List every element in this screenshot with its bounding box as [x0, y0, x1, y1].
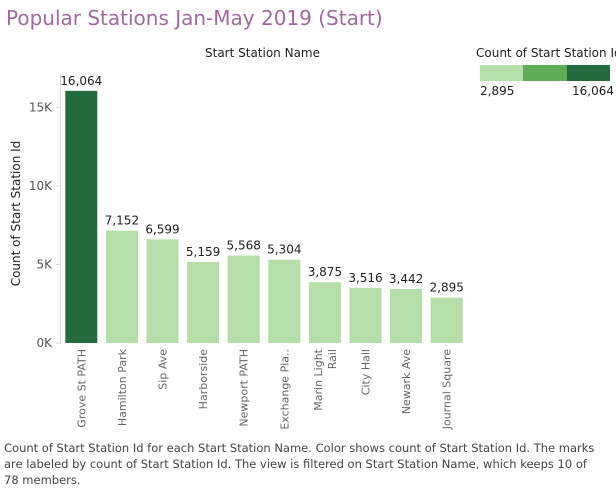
- legend-min-label: 2,895: [480, 84, 515, 98]
- bar-chart: Count of Start Station Id 0K 5K 10K 15K 16,06…: [9, 74, 464, 430]
- legend-max-label: 16,064: [572, 84, 614, 98]
- bar-value-label: 3,442: [389, 272, 423, 286]
- y-axis-title: Count of Start Station Id: [9, 141, 23, 287]
- bar-value-label: 2,895: [430, 281, 464, 295]
- x-category-label: Grove St PATH: [75, 349, 88, 428]
- y-tick-label: 15K: [29, 101, 53, 115]
- bar-value-label: 6,599: [145, 222, 179, 236]
- bar-10: [430, 297, 463, 343]
- chart-caption: Count of Start Station Id for each Start…: [4, 441, 595, 487]
- bar-5: [227, 255, 260, 343]
- x-category-label: Rail: [326, 349, 339, 369]
- chart-title: Popular Stations Jan-May 2019 (Start): [6, 6, 383, 30]
- x-category-label: Hamilton Park: [116, 348, 129, 426]
- bar-1: [65, 90, 98, 344]
- bar-value-label: 7,152: [105, 214, 139, 228]
- column-header: Start Station Name: [205, 46, 321, 60]
- bar-value-label: 3,516: [348, 271, 382, 285]
- bar-9: [390, 288, 423, 343]
- bar-8: [349, 287, 382, 343]
- bar-value-label: 5,304: [267, 243, 301, 257]
- bar-3: [146, 239, 179, 343]
- legend-swatch-high: [566, 65, 610, 81]
- bar-value-label: 16,064: [60, 74, 102, 88]
- legend-swatch-low: [480, 65, 524, 81]
- x-category-label: Newport PATH: [238, 349, 251, 427]
- legend-title: Count of Start Station Id: [476, 46, 616, 60]
- bar-2: [105, 230, 138, 343]
- bar-value-label: 3,875: [308, 265, 342, 279]
- legend-swatch-mid: [523, 65, 567, 81]
- y-tick-label: 10K: [29, 179, 53, 193]
- x-category-label: Journal Square: [441, 349, 454, 430]
- x-category-label: Newark Ave: [400, 349, 413, 415]
- bar-6: [268, 259, 301, 343]
- bar-4: [187, 262, 220, 343]
- x-category-label: Marin Light: [312, 348, 325, 410]
- x-category-label: City Hall: [360, 349, 373, 395]
- y-tick-label: 0K: [36, 336, 53, 350]
- bar-value-label: 5,568: [227, 239, 261, 253]
- x-category-label: Sip Ave: [157, 349, 170, 390]
- x-category-label: Harborside: [197, 349, 210, 410]
- bar-7: [308, 282, 341, 343]
- bar-value-label: 5,159: [186, 245, 220, 259]
- y-tick-label: 5K: [36, 258, 53, 272]
- legend-gradient: [480, 65, 610, 81]
- x-category-label: Exchange Pla..: [278, 349, 291, 430]
